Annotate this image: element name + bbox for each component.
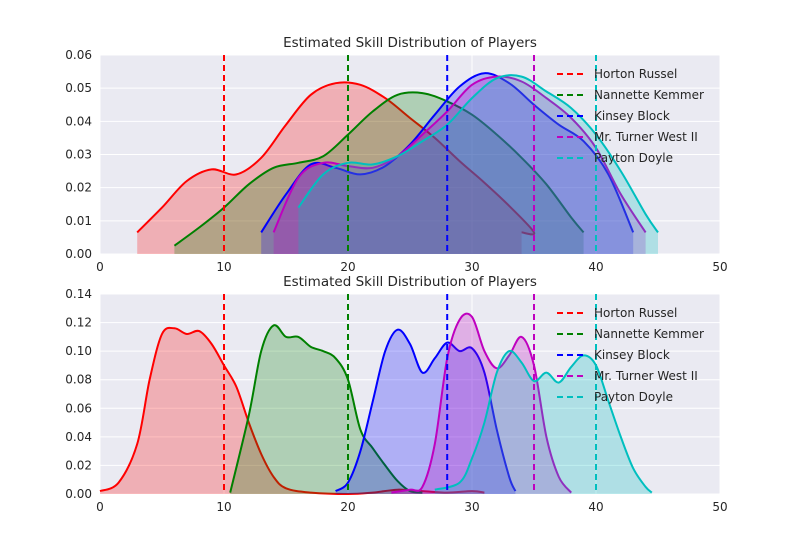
y-tick-label: 0.00 — [65, 487, 92, 501]
x-tick-label: 10 — [216, 260, 231, 274]
series-area — [298, 75, 658, 255]
series-2 — [229, 324, 423, 494]
x-tick-label: 20 — [340, 500, 355, 514]
y-tick-label: 0.06 — [65, 48, 92, 62]
chart-title: Estimated Skill Distribution of Players — [283, 274, 537, 290]
x-tick-label: 40 — [588, 500, 603, 514]
y-axis: 0.00 0.01 0.02 0.03 0.04 0.05 0.06 — [65, 48, 92, 261]
y-tick-label: 0.12 — [65, 316, 92, 330]
y-tick-label: 0.03 — [65, 148, 92, 162]
x-tick-label: 0 — [96, 260, 104, 274]
x-tick-label: 50 — [712, 500, 727, 514]
series-line — [136, 81, 536, 236]
legend-label: Mr. Turner West II — [594, 369, 698, 383]
plot-area — [100, 294, 720, 494]
series-4 — [272, 75, 647, 255]
series-line — [173, 91, 585, 247]
x-tick-label: 30 — [464, 260, 479, 274]
legend-label: Mr. Turner West II — [594, 130, 698, 144]
legend-label: Kinsey Block — [594, 109, 670, 123]
y-tick-label: 0.02 — [65, 181, 92, 195]
chart-1: 0 10 20 30 40 50 0.00 0.01 0.02 0.03 0.04 0.05 0.06 E… — [65, 35, 727, 274]
x-axis: 0 10 20 30 40 50 — [96, 500, 727, 514]
legend: Horton Russel Nannette Kemmer Kinsey Block… — [557, 67, 704, 165]
y-tick-label: 0.05 — [65, 81, 92, 95]
y-tick-label: 0.08 — [65, 373, 92, 387]
x-tick-label: 50 — [712, 260, 727, 274]
series-5 — [434, 349, 653, 494]
series-area — [100, 327, 485, 494]
y-axis: 0.00 0.02 0.04 0.06 0.08 0.10 0.12 0.14 — [65, 287, 92, 501]
y-tick-label: 0.04 — [65, 114, 92, 128]
series-line — [434, 349, 653, 494]
legend: Horton Russel Nannette Kemmer Kinsey Block… — [557, 306, 704, 404]
y-tick-label: 0.10 — [65, 344, 92, 358]
x-axis: 0 10 20 30 40 50 — [96, 260, 727, 274]
y-tick-label: 0.00 — [65, 247, 92, 261]
chart-title: Estimated Skill Distribution of Players — [283, 35, 537, 51]
legend-label: Nannette Kemmer — [594, 327, 704, 341]
legend-label: Payton Doyle — [594, 151, 673, 165]
x-tick-label: 20 — [340, 260, 355, 274]
series-4 — [391, 312, 572, 494]
legend-label: Horton Russel — [594, 306, 677, 320]
series-line — [391, 312, 572, 494]
series-area — [261, 73, 634, 254]
series-line — [272, 75, 647, 233]
series-area — [434, 350, 652, 494]
y-tick-label: 0.04 — [65, 430, 92, 444]
legend-label: Nannette Kemmer — [594, 88, 704, 102]
series-area — [273, 76, 646, 255]
series-area — [174, 92, 584, 255]
x-tick-label: 10 — [216, 500, 231, 514]
series-2 — [173, 91, 585, 255]
x-tick-label: 0 — [96, 500, 104, 514]
series-area — [391, 313, 572, 494]
y-tick-label: 0.06 — [65, 401, 92, 415]
y-tick-label: 0.02 — [65, 458, 92, 472]
x-tick-label: 30 — [464, 500, 479, 514]
legend-label: Payton Doyle — [594, 390, 673, 404]
series-5 — [297, 74, 659, 255]
series-line — [229, 324, 423, 494]
series-line — [297, 74, 659, 233]
legend-label: Horton Russel — [594, 67, 677, 81]
x-tick-label: 40 — [588, 260, 603, 274]
y-tick-label: 0.01 — [65, 214, 92, 228]
y-tick-label: 0.14 — [65, 287, 92, 301]
legend-label: Kinsey Block — [594, 348, 670, 362]
chart-2: 0 10 20 30 40 500.000.020.040.060.080.100.120… — [65, 274, 727, 514]
